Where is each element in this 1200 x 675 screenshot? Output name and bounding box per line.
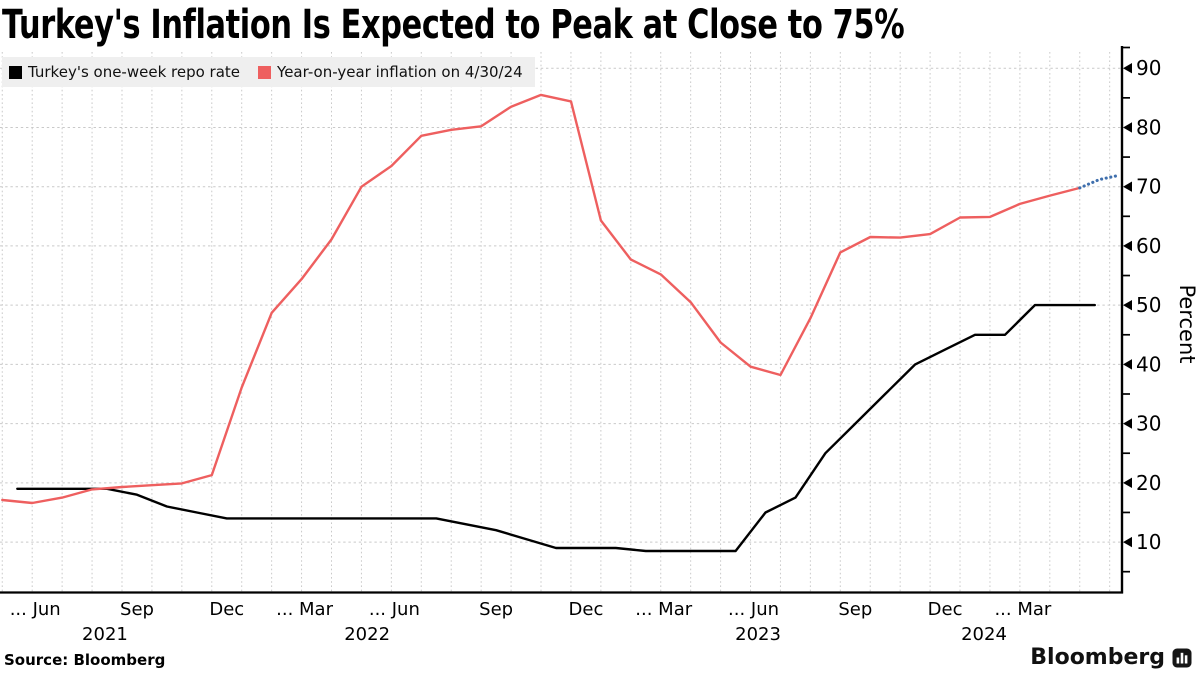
y-tick-label: 50 <box>1136 293 1161 317</box>
y-tick-arrow <box>1123 63 1132 74</box>
y-tick-label: 20 <box>1136 471 1161 495</box>
x-year-label: 2021 <box>82 624 128 645</box>
y-tick-arrow <box>1123 477 1132 489</box>
legend-label-inflation: Year-on-year inflation on 4/30/24 <box>277 63 523 81</box>
x-tick-label: Sep <box>120 599 154 620</box>
source-credit: Source: Bloomberg <box>4 651 166 669</box>
x-tick-label: Dec <box>569 599 604 620</box>
y-tick-arrow <box>1123 122 1132 133</box>
chart-title: Turkey's Inflation Is Expected to Peak a… <box>2 2 905 48</box>
y-tick-label: 30 <box>1136 412 1161 436</box>
legend-swatch-black <box>9 65 22 79</box>
x-year-label: 2023 <box>735 624 781 645</box>
series-line <box>16 303 1097 553</box>
bloomberg-wordmark: Bloomberg <box>1030 645 1165 670</box>
legend-item-repo-rate: Turkey's one-week repo rate <box>9 63 240 81</box>
x-year-label: 2022 <box>344 624 390 645</box>
y-tick-arrow <box>1123 299 1132 311</box>
x-tick-label: Dec <box>209 599 244 620</box>
x-tick-label: Sep <box>479 599 513 620</box>
y-tick-arrow <box>1123 181 1132 192</box>
x-year-label: 2024 <box>961 624 1007 645</box>
x-tick-label: ... Mar <box>994 599 1051 620</box>
x-tick-label: Sep <box>838 599 872 620</box>
legend-item-inflation: Year-on-year inflation on 4/30/24 <box>258 63 523 81</box>
x-tick-label: ... Jun <box>369 599 420 620</box>
y-axis-title: Percent <box>1175 284 1199 363</box>
y-tick-arrow <box>1123 359 1132 370</box>
y-tick-arrow <box>1123 418 1132 429</box>
legend-label-repo-rate: Turkey's one-week repo rate <box>28 63 241 81</box>
bloomberg-chart-icon <box>1172 648 1192 667</box>
series-line <box>1 93 1082 505</box>
y-tick-arrow <box>1123 536 1132 548</box>
legend-swatch-red <box>258 65 272 79</box>
x-tick-label: ... Jun <box>10 599 61 620</box>
y-tick-label: 60 <box>1136 234 1161 258</box>
bloomberg-logo: Bloomberg <box>1030 645 1192 670</box>
y-tick-label: 70 <box>1136 175 1161 199</box>
x-tick-label: ... Jun <box>728 599 779 620</box>
y-tick-arrow <box>1123 240 1132 252</box>
series-line-forecast <box>1078 173 1121 190</box>
y-tick-label: 90 <box>1136 56 1161 80</box>
y-tick-label: 40 <box>1136 352 1161 376</box>
x-tick-label: ... Mar <box>635 599 692 620</box>
y-tick-label: 10 <box>1136 530 1161 554</box>
x-tick-label: Dec <box>928 599 963 620</box>
legend: Turkey's one-week repo rate Year-on-year… <box>2 57 535 87</box>
y-tick-label: 80 <box>1136 115 1161 139</box>
x-tick-label: ... Mar <box>276 599 333 620</box>
